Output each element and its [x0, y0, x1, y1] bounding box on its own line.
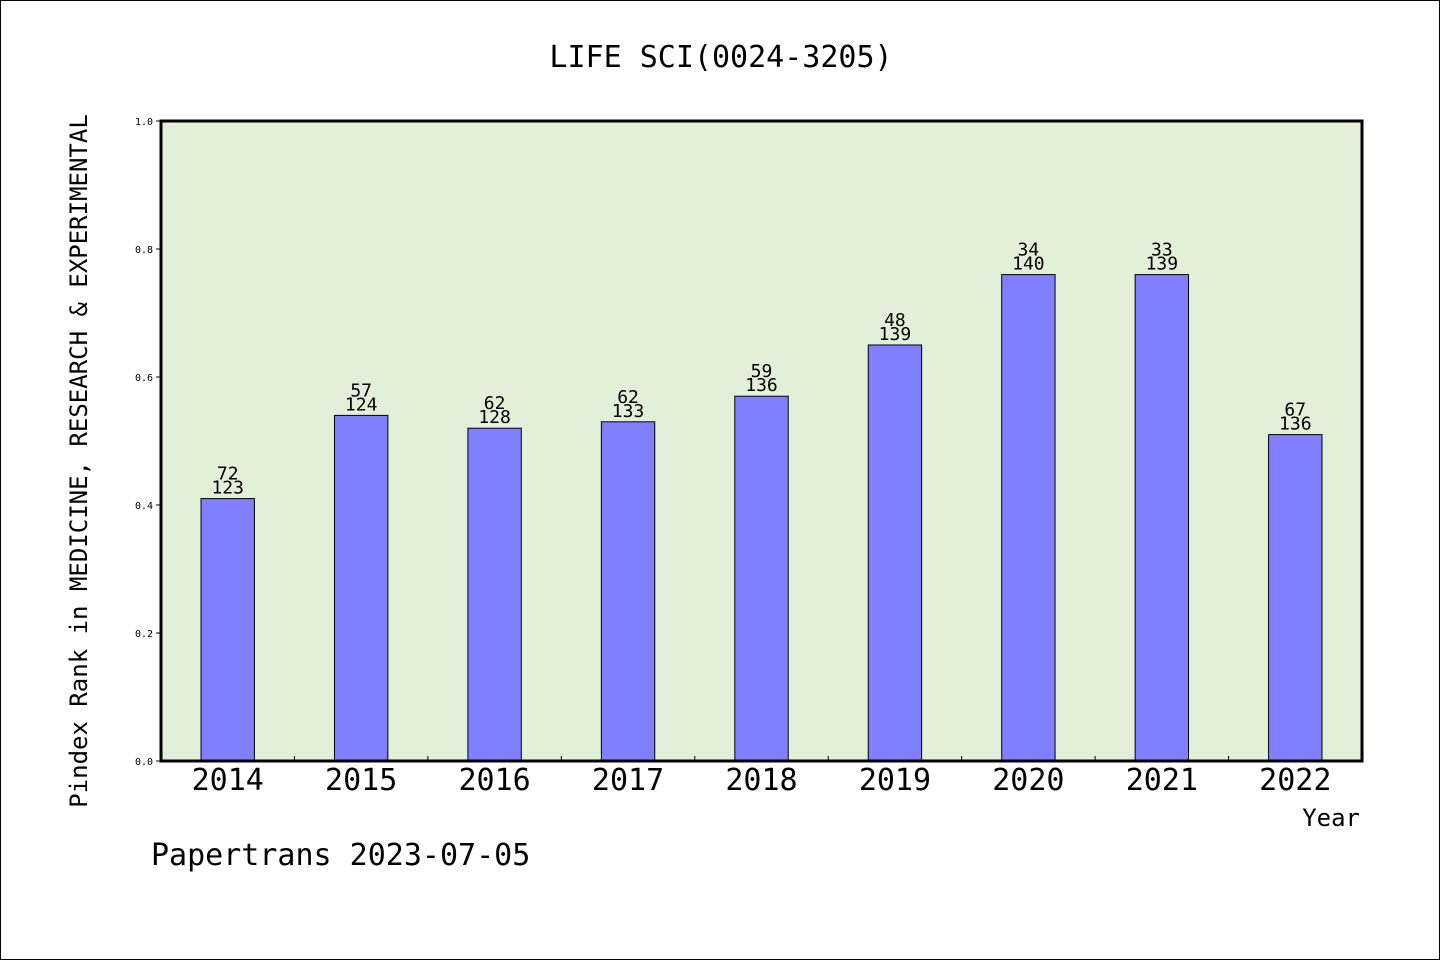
bar-total-label-2014: 123: [211, 478, 244, 499]
bar-2015: [333, 414, 389, 762]
bar-2014: [200, 498, 255, 762]
bar-rank-label-2016: 62: [484, 393, 506, 414]
bar-total-label-2017: 133: [612, 401, 645, 422]
x-tick-label-2020: 2020: [992, 763, 1064, 798]
y-tick-label-0.6: 0.6: [135, 373, 153, 384]
bar-rank-label-2022: 67: [1284, 400, 1306, 421]
plot-border: [159, 119, 1364, 763]
x-tick-label-2021: 2021: [1126, 763, 1198, 798]
x-tick-label-2022: 2022: [1259, 763, 1331, 798]
y-axis-label: Pindex Rank in MEDICINE, RESEARCH & EXPE…: [65, 114, 93, 808]
bar-2020: [1001, 274, 1056, 762]
x-tick-label-2019: 2019: [859, 763, 931, 798]
bar-total-label-2022: 136: [1279, 414, 1312, 435]
y-tick-label-1.0: 1.0: [135, 117, 153, 128]
y-tick-label-0.2: 0.2: [135, 629, 153, 640]
y-tick-label-0.8: 0.8: [135, 245, 153, 256]
bar-rank-label-2019: 48: [884, 310, 906, 331]
bar-rank-label-2020: 34: [1018, 240, 1040, 261]
bars-layer: [200, 274, 1323, 762]
x-tick-label-2018: 2018: [725, 763, 797, 798]
x-tick-label-2015: 2015: [325, 763, 397, 798]
bar-total-label-2016: 128: [478, 407, 511, 428]
bar-total-label-2021: 139: [1146, 254, 1179, 275]
bar-rank-label-2015: 57: [350, 380, 372, 401]
bar-2021: [1134, 274, 1190, 762]
x-axis-label: Year: [1302, 804, 1360, 832]
x-tick-label-2016: 2016: [458, 763, 530, 798]
bar-total-label-2018: 136: [745, 375, 778, 396]
bar-2017: [600, 421, 656, 762]
bar-rank-label-2021: 33: [1151, 240, 1173, 261]
bar-2019: [867, 344, 923, 762]
bar-2018: [734, 395, 789, 762]
bar-2016: [467, 427, 522, 762]
bar-total-label-2015: 124: [345, 394, 378, 415]
x-tick-label-2014: 2014: [192, 763, 264, 798]
bar-total-label-2019: 139: [879, 324, 912, 345]
x-tick-label-2017: 2017: [592, 763, 664, 798]
y-ticks-layer: 0.0 0.2 0.4 0.6 0.8 1.0: [135, 117, 161, 768]
bar-rank-label-2017: 62: [617, 387, 639, 408]
y-tick-label-0.0: 0.0: [135, 757, 153, 768]
y-tick-label-0.4: 0.4: [135, 501, 153, 512]
footer-text: Papertrans 2023-07-05: [151, 838, 530, 873]
bar-rank-label-2018: 59: [751, 361, 773, 382]
chart-title: LIFE SCI(0024-3205): [549, 40, 892, 75]
bar-rank-label-2014: 72: [217, 464, 239, 485]
x-ticks-layer: 2014 2015 2016 2017 2018 2019 2020 2021 2022: [192, 756, 1331, 798]
bar-2022: [1268, 434, 1323, 762]
bar-total-label-2020: 140: [1012, 254, 1045, 275]
